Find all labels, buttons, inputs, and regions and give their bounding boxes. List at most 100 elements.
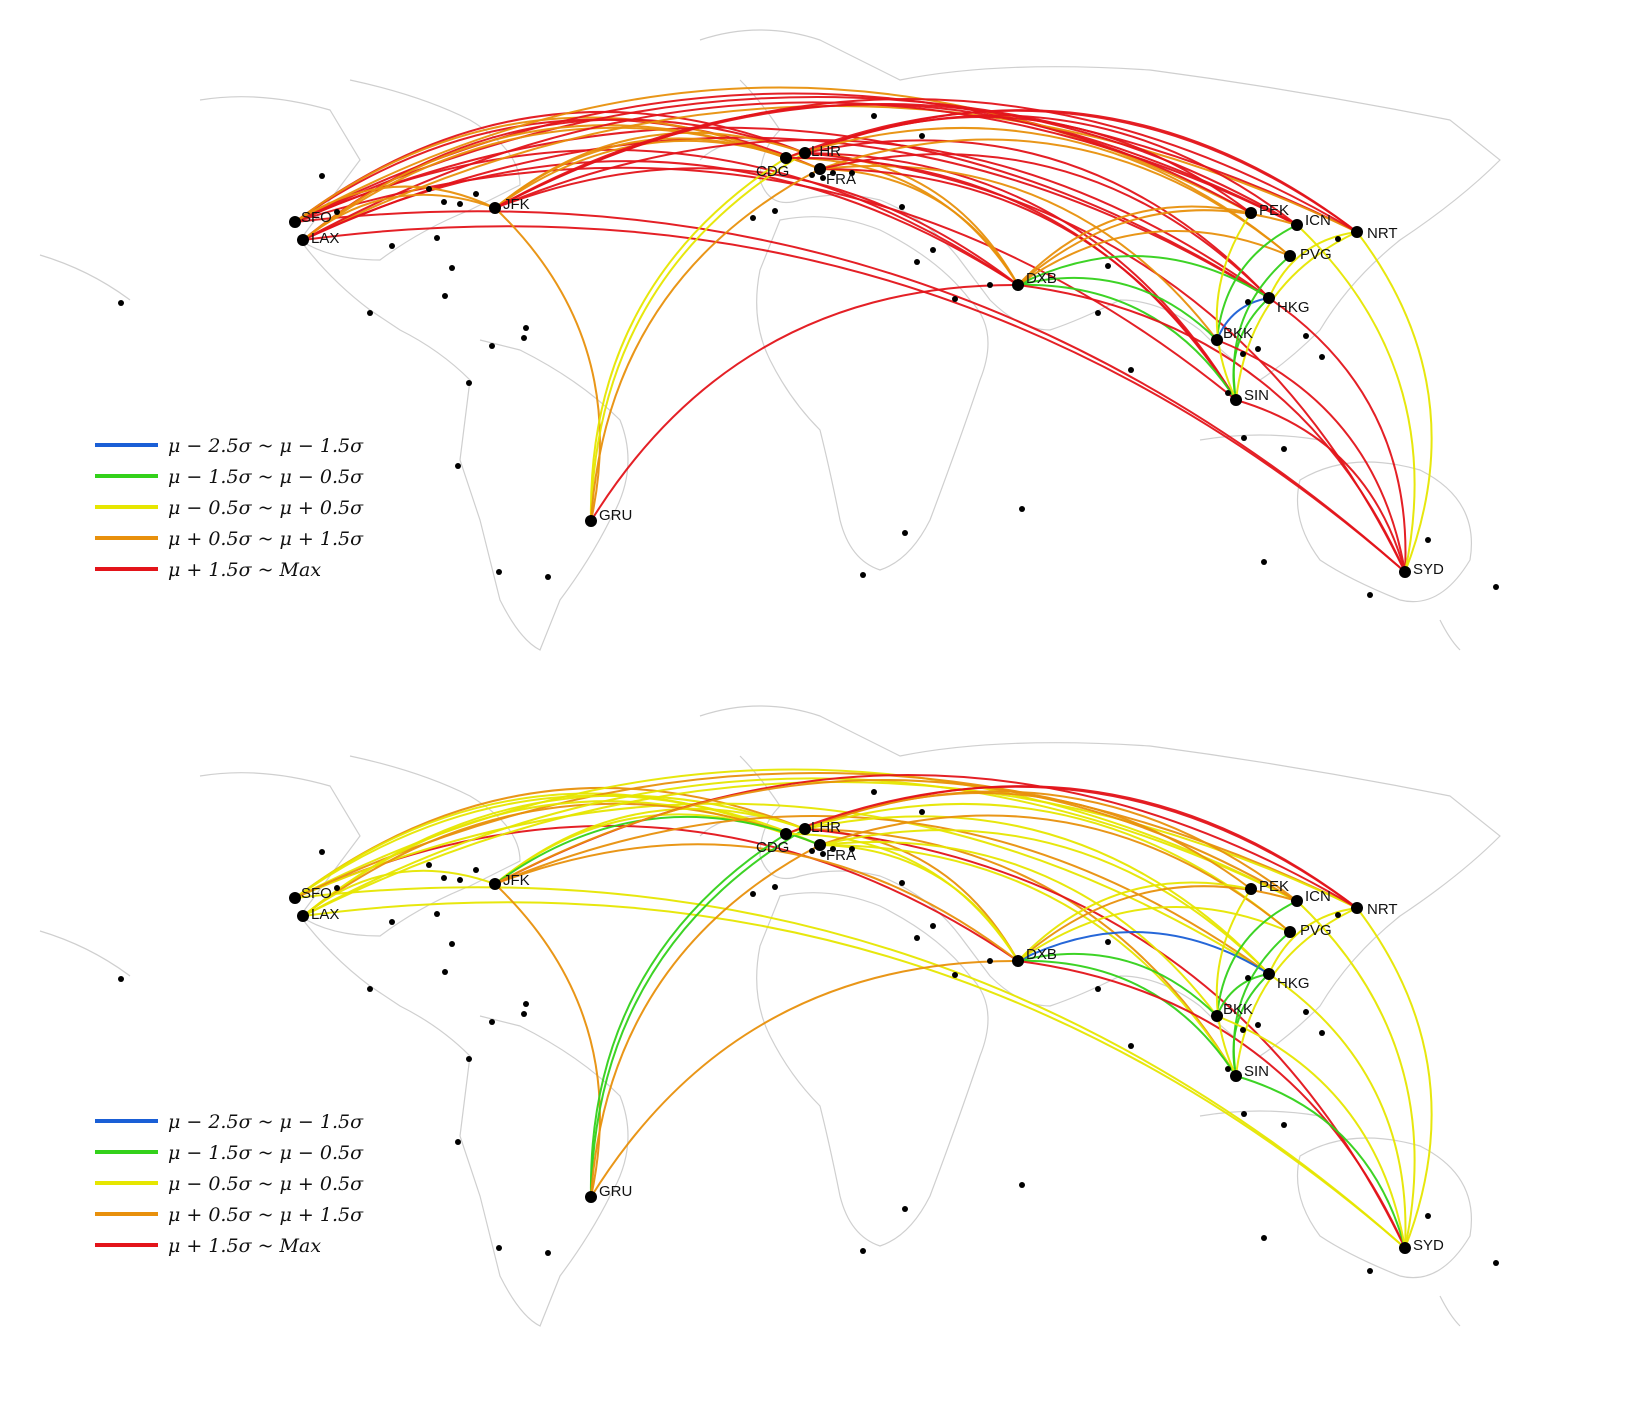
- top-route-hkg-bkk: [1216, 297, 1270, 341]
- bottom-airport-label: CDG: [756, 839, 789, 856]
- top-route-dxb-bkk: [1017, 276, 1218, 341]
- top-minor-airport-dot: [457, 201, 463, 207]
- bottom-legend-item-orange: μ + 0.5σ ~ μ + 1.5σ: [95, 1204, 364, 1226]
- bottom-legend-label: μ − 0.5σ ~ μ + 0.5σ: [168, 1173, 364, 1195]
- top-route-dxb-hkg: [1017, 255, 1270, 299]
- bottom-airport-label: PVG: [1300, 922, 1332, 939]
- top-minor-airport-dot: [1261, 559, 1267, 565]
- top-minor-airport-dot: [860, 572, 866, 578]
- top-airport-label: CDG: [756, 163, 789, 180]
- bottom-airport-dot: [585, 1191, 597, 1203]
- top-route-pek-sin: [1215, 212, 1252, 401]
- bottom-minor-airport-dot: [772, 884, 778, 890]
- bottom-airport-dot: [814, 839, 826, 851]
- bottom-map-minor-airports: [118, 789, 1499, 1274]
- top-airport-nrt: NRT: [1351, 225, 1398, 242]
- top-route-sfo-syd: [294, 210, 1406, 573]
- top-minor-airport-dot: [1095, 310, 1101, 316]
- top-minor-airport-dot: [1319, 354, 1325, 360]
- top-airport-label: LAX: [311, 230, 339, 247]
- top-route-lax-syd: [302, 225, 1406, 573]
- bottom-route-jfk-fra: [494, 816, 821, 885]
- top-minor-airport-dot: [521, 335, 527, 341]
- bottom-airport-dot: [1284, 926, 1296, 938]
- top-route-jfk-gru: [494, 207, 601, 522]
- top-minor-airport-dot: [1281, 446, 1287, 452]
- bottom-minor-airport-dot: [1303, 1009, 1309, 1015]
- bottom-legend-item-yellow: μ − 0.5σ ~ μ + 0.5σ: [95, 1173, 364, 1195]
- bottom-minor-airport-dot: [455, 1139, 461, 1145]
- bottom-route-lax-icn: [302, 777, 1298, 917]
- bottom-airport-label: ICN: [1305, 888, 1331, 905]
- top-legend-label: μ − 1.5σ ~ μ − 0.5σ: [168, 466, 364, 488]
- top-map-minor-airports: [118, 113, 1499, 598]
- top-airport-dot: [1211, 334, 1223, 346]
- bottom-minor-airport-dot: [930, 923, 936, 929]
- bottom-route-lax-jfk: [302, 869, 496, 917]
- top-minor-airport-dot: [441, 199, 447, 205]
- top-route-nrt-syd: [1356, 231, 1433, 573]
- top-airport-dot: [1012, 279, 1024, 291]
- bottom-airport-dot: [1245, 883, 1257, 895]
- bottom-airport-icn: ICN: [1291, 888, 1331, 907]
- top-route-nrt-sin: [1235, 231, 1358, 401]
- bottom-minor-airport-dot: [441, 875, 447, 881]
- top-airport-dot: [1284, 250, 1296, 262]
- top-coastline-1: [199, 79, 521, 261]
- bottom-airport-hkg: HKG: [1263, 968, 1310, 992]
- bottom-minor-airport-dot: [545, 1250, 551, 1256]
- bottom-airport-label: SIN: [1244, 1063, 1269, 1080]
- top-airport-dot: [814, 163, 826, 175]
- top-minor-airport-dot: [1240, 351, 1246, 357]
- bottom-airport-label: SFO: [301, 885, 332, 902]
- top-airport-label: FRA: [826, 171, 856, 188]
- top-minor-airport-dot: [118, 300, 124, 306]
- bottom-airport-jfk: JFK: [489, 872, 530, 890]
- top-airport-label: HKG: [1277, 299, 1310, 316]
- bottom-map-legend: μ − 2.5σ ~ μ − 1.5σ μ − 1.5σ ~ μ − 0.5σ μ …: [95, 1111, 364, 1257]
- top-airport-label: SYD: [1413, 561, 1444, 578]
- bottom-airport-dot: [1012, 955, 1024, 967]
- top-legend-item-red: μ + 1.5σ ~ Max: [95, 559, 321, 581]
- bottom-minor-airport-dot: [118, 976, 124, 982]
- top-route-icn-bkk: [1216, 224, 1298, 341]
- top-airport-label: SIN: [1244, 387, 1269, 404]
- top-minor-airport-dot: [1303, 333, 1309, 339]
- bottom-airport-gru: GRU: [585, 1183, 632, 1203]
- top-coastline-6: [1199, 434, 1321, 441]
- top-minor-airport-dot: [434, 235, 440, 241]
- bottom-minor-airport-dot: [1255, 1022, 1261, 1028]
- top-airport-dot: [1399, 566, 1411, 578]
- bottom-route-hkg-bkk: [1216, 973, 1270, 1017]
- top-legend-label: μ − 2.5σ ~ μ − 1.5σ: [168, 435, 364, 457]
- bottom-minor-airport-dot: [987, 958, 993, 964]
- bottom-minor-airport-dot: [449, 941, 455, 947]
- top-minor-airport-dot: [1225, 390, 1231, 396]
- bottom-airport-label: NRT: [1367, 901, 1398, 918]
- bottom-coastline-1: [199, 755, 521, 937]
- bottom-legend-label: μ + 0.5σ ~ μ + 1.5σ: [168, 1204, 364, 1226]
- bottom-route-fra-bkk: [819, 841, 1218, 1017]
- bottom-minor-airport-dot: [820, 851, 826, 857]
- bottom-route-pvg-sin: [1232, 931, 1291, 1077]
- bottom-minor-airport-dot: [899, 880, 905, 886]
- bottom-minor-airport-dot: [1019, 1182, 1025, 1188]
- bottom-minor-airport-dot: [434, 911, 440, 917]
- top-minor-airport-dot: [496, 569, 502, 575]
- bottom-airport-dot: [799, 823, 811, 835]
- top-airport-pek: PEK: [1245, 202, 1289, 219]
- top-route-dxb-pvg: [1017, 230, 1291, 286]
- top-legend-label: μ − 0.5σ ~ μ + 0.5σ: [168, 497, 364, 519]
- top-map-airports: SFO LAX JFK GRU CDG LHR FRA DXB PEK ICN NRT PVG HKG B…: [289, 143, 1444, 578]
- bottom-route-gru-cdg: [589, 833, 787, 1198]
- top-coastline-0: [39, 254, 131, 301]
- bottom-airport-dot: [1351, 902, 1363, 914]
- bottom-airport-pek: PEK: [1245, 878, 1289, 895]
- top-route-bkk-syd: [1216, 339, 1406, 573]
- top-route-nrt-hkg: [1268, 231, 1358, 299]
- bottom-route-jfk-icn: [494, 779, 1298, 902]
- top-minor-airport-dot: [389, 243, 395, 249]
- bottom-map-landmass: [39, 705, 1501, 1327]
- top-minor-airport-dot: [830, 170, 836, 176]
- top-route-dxb-syd: [1017, 284, 1406, 573]
